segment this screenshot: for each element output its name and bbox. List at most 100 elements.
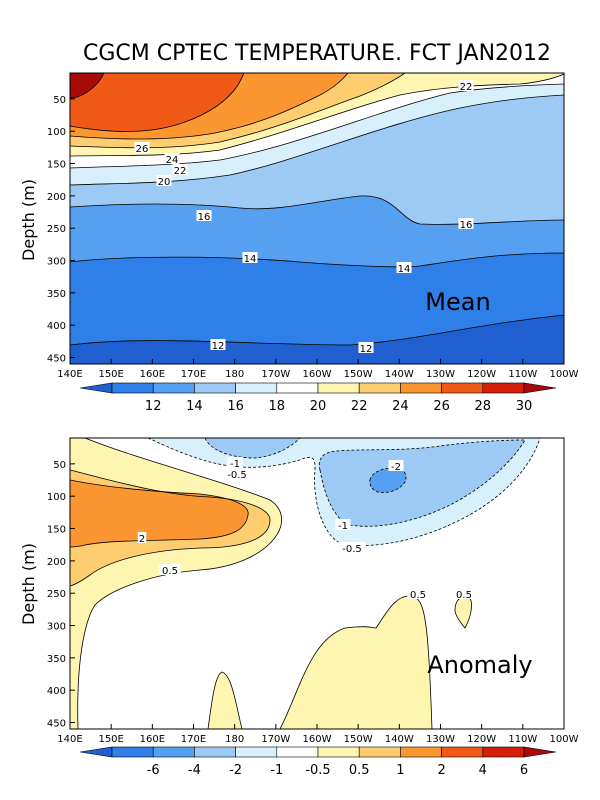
contour-label: -2 xyxy=(391,462,401,473)
x-tick-label: 170W xyxy=(261,369,290,380)
contour-label: 0.5 xyxy=(410,590,426,601)
colorbar-label: -2 xyxy=(229,763,242,778)
x-tick-label: 140E xyxy=(57,369,82,380)
contour-label: 14 xyxy=(398,264,411,275)
contour-label: 12 xyxy=(212,341,225,352)
mean-colorbar: 12 14 16 18 20 22 24 26 28 30 xyxy=(79,382,557,414)
contour-label: 12 xyxy=(360,344,373,355)
x-tick-label: 160E xyxy=(140,734,165,745)
colorbar-box xyxy=(152,382,195,394)
colorbar-box xyxy=(194,382,236,394)
anomaly-y-axis: 50 100 150 200 250 300 350 400 450 xyxy=(47,460,75,730)
anomaly-x-axis: 140E 150E 160E 170E 180 170W 160W 150W 140W 130W 1… xyxy=(57,724,579,745)
x-tick-label: 100W xyxy=(550,369,579,380)
contour-label: 0.5 xyxy=(456,590,472,601)
mean-ylabel: Depth (m) xyxy=(19,179,38,261)
colorbar-label: 2 xyxy=(437,763,445,778)
x-tick-label: 160E xyxy=(140,369,165,380)
y-tick-label: 150 xyxy=(47,160,66,171)
contour-label-bg xyxy=(210,339,226,350)
contour-label-bg xyxy=(338,542,366,553)
panel-anomaly: -1-0.5-2-1-0.520.50.5 0.5 140E 150E 160E 170… xyxy=(19,437,579,778)
contour-label-bg xyxy=(134,142,150,153)
contour-label: 2 xyxy=(139,534,145,545)
colorbar-label: 1 xyxy=(396,763,404,778)
x-tick-label: 110W xyxy=(508,369,537,380)
y-tick-label: 450 xyxy=(47,354,66,365)
x-tick-label: 170E xyxy=(181,369,206,380)
colorbar-box xyxy=(276,746,319,758)
colorbar-label: 16 xyxy=(227,399,244,414)
colorbar-high-arrow xyxy=(523,746,557,758)
contour-label: 22 xyxy=(174,166,187,177)
contour-label: 20 xyxy=(158,177,171,188)
colorbar-box xyxy=(317,382,360,394)
colorbar-label: 12 xyxy=(145,399,162,414)
colorbar-label: 22 xyxy=(351,399,368,414)
colorbar-box xyxy=(111,382,154,394)
contour-label: 16 xyxy=(460,220,473,231)
colorbar-label: 0.5 xyxy=(349,763,370,778)
x-tick-label: 140W xyxy=(385,369,414,380)
colorbar-label: 28 xyxy=(475,399,492,414)
y-tick-label: 150 xyxy=(47,525,66,536)
x-tick-label: 140W xyxy=(385,734,414,745)
colorbar-label: 18 xyxy=(269,399,286,414)
x-tick-label: 110W xyxy=(508,734,537,745)
colorbar-label: 6 xyxy=(520,763,528,778)
colorbar-label: 30 xyxy=(516,399,533,414)
colorbar-label: 20 xyxy=(310,399,327,414)
colorbar-label: 14 xyxy=(186,399,203,414)
colorbar-high-arrow xyxy=(523,382,557,394)
x-tick-label: 140E xyxy=(57,734,82,745)
contour-label: -0.5 xyxy=(342,544,362,555)
colorbar-box xyxy=(482,382,525,394)
contour-label-bg xyxy=(172,164,188,175)
contour-label-bg xyxy=(242,252,258,263)
contour-label: -1 xyxy=(338,521,348,532)
y-tick-label: 100 xyxy=(47,492,66,503)
contour-label-bg xyxy=(164,153,180,164)
colorbar-label: -4 xyxy=(188,763,201,778)
contour-label: -1 xyxy=(230,459,240,470)
colorbar-box xyxy=(400,382,442,394)
anomaly-plume-2 xyxy=(280,595,432,729)
contour-label-bg xyxy=(227,457,243,468)
contour-label-bg xyxy=(458,80,474,91)
y-tick-label: 450 xyxy=(47,719,66,730)
contour-label-bg xyxy=(137,532,147,543)
colorbar-box xyxy=(276,382,319,394)
colorbar-box xyxy=(194,746,236,758)
colorbar-box xyxy=(441,746,484,758)
colorbar-label: -6 xyxy=(147,763,160,778)
x-tick-label: 130W xyxy=(426,734,455,745)
contour-label-bg xyxy=(396,262,412,273)
contour-label: -0.5 xyxy=(227,470,247,481)
y-tick-label: 300 xyxy=(47,622,66,633)
x-tick-label: 170W xyxy=(261,734,290,745)
colorbar-low-arrow xyxy=(79,382,113,394)
colorbar-label: -0.5 xyxy=(305,763,330,778)
y-tick-label: 350 xyxy=(47,654,66,665)
y-tick-label: 400 xyxy=(47,686,66,697)
colorbar-box xyxy=(235,382,278,394)
anomaly-band-neg1-b xyxy=(319,440,525,527)
y-tick-label: 250 xyxy=(47,589,66,600)
contour-label: 16 xyxy=(198,212,211,223)
colorbar-box xyxy=(482,746,525,758)
contour-label: 24 xyxy=(166,155,179,166)
colorbar-box xyxy=(358,746,401,758)
contour-label-bg xyxy=(335,519,351,530)
contour-label: 0.5 xyxy=(162,566,178,577)
contour-label: 22 xyxy=(460,82,473,93)
colorbar-label: 4 xyxy=(479,763,487,778)
chart-title: CGCM CPTEC TEMPERATURE. FCT JAN2012 xyxy=(83,41,551,66)
y-tick-label: 200 xyxy=(47,557,66,568)
contour-label-bg xyxy=(358,342,374,353)
y-tick-label: 200 xyxy=(47,192,66,203)
contour-label-bg xyxy=(388,460,404,471)
x-tick-label: 150E xyxy=(98,734,123,745)
